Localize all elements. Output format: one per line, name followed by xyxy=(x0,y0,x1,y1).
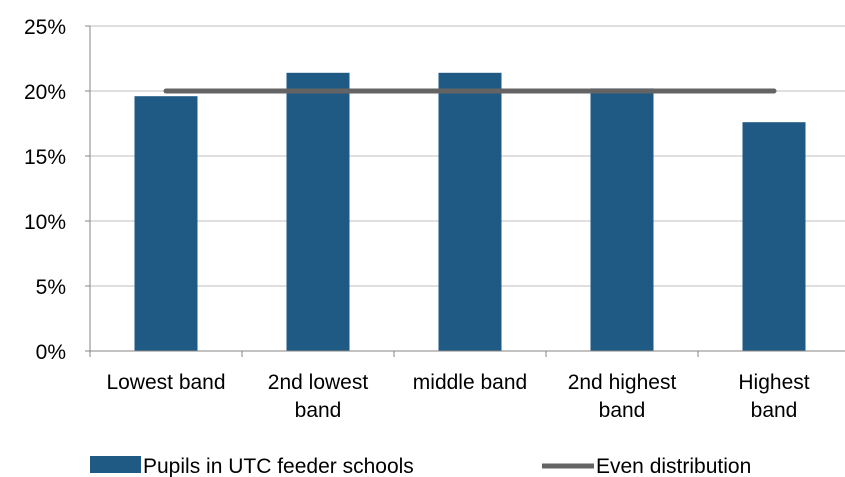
x-tick-label-line: band xyxy=(599,399,646,422)
x-tick-label-line: band xyxy=(295,399,342,422)
x-tick-label: 2nd lowest band xyxy=(268,371,369,422)
x-tick-label-line: Highest xyxy=(738,371,809,394)
bar xyxy=(742,122,806,351)
y-tick-label: 20% xyxy=(24,81,66,104)
x-tick-label-line: band xyxy=(751,399,798,422)
y-tick-label: 0% xyxy=(36,341,66,364)
bar xyxy=(134,96,198,351)
y-tick-label: 10% xyxy=(24,211,66,234)
bar xyxy=(590,88,654,352)
y-tick-label: 15% xyxy=(24,146,66,169)
legend-swatch-bar xyxy=(90,456,141,473)
x-tick-label-line: middle band xyxy=(413,371,527,394)
bar xyxy=(438,72,502,352)
y-tick-label: 25% xyxy=(24,16,66,39)
x-tick-label: 2nd highest band xyxy=(568,371,677,422)
axes xyxy=(85,25,845,357)
x-tick-label: Lowest band xyxy=(106,371,225,394)
y-tick-labels: 0% 5% 10% 15% 20% 25% xyxy=(24,16,66,364)
bar-series xyxy=(134,72,806,352)
x-tick-label-line: 2nd highest xyxy=(568,371,677,394)
x-tick-label: Highest band xyxy=(738,371,809,422)
x-tick-labels: Lowest band 2nd lowest band middle band 2nd … xyxy=(106,371,809,422)
y-tick-label: 5% xyxy=(36,276,66,299)
legend: Pupils in UTC feeder schools Even distrib… xyxy=(90,455,751,477)
legend-label: Even distribution xyxy=(596,455,751,477)
bar xyxy=(286,72,350,352)
x-tick-label: middle band xyxy=(413,371,527,394)
x-tick-label-line: Lowest band xyxy=(106,371,225,394)
x-tick-label-line: 2nd lowest xyxy=(268,371,369,394)
legend-label: Pupils in UTC feeder schools xyxy=(143,455,414,477)
